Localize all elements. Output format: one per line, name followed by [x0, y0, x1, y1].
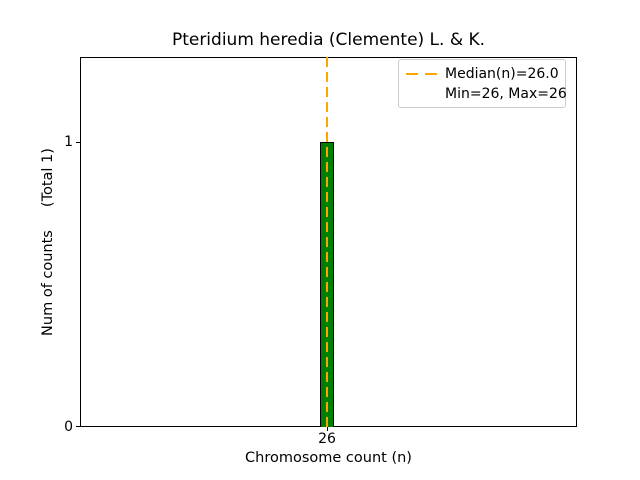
- legend: Median(n)=26.0 Min=26, Max=26: [398, 59, 567, 108]
- xtick-mark-26: [327, 427, 328, 431]
- legend-row-median: Median(n)=26.0: [406, 64, 559, 84]
- legend-row-minmax: Min=26, Max=26: [406, 84, 567, 104]
- legend-label-median: Median(n)=26.0: [445, 66, 559, 82]
- legend-label-minmax: Min=26, Max=26: [445, 86, 567, 102]
- ytick-label-1: 1: [64, 134, 73, 150]
- legend-median-dash-icon: [406, 73, 437, 75]
- yaxis-label: Num of counts (Total 1): [40, 148, 56, 336]
- median-line: [326, 57, 328, 427]
- ytick-mark-1: [76, 142, 80, 143]
- legend-minmax-spacer: [406, 93, 437, 95]
- chart-title: Pteridium heredia (Clemente) L. & K.: [171, 30, 486, 50]
- xtick-label-26: 26: [318, 431, 336, 447]
- ytick-mark-0: [76, 426, 80, 427]
- xaxis-label: Chromosome count (n): [245, 450, 412, 466]
- ytick-label-0: 0: [64, 419, 73, 435]
